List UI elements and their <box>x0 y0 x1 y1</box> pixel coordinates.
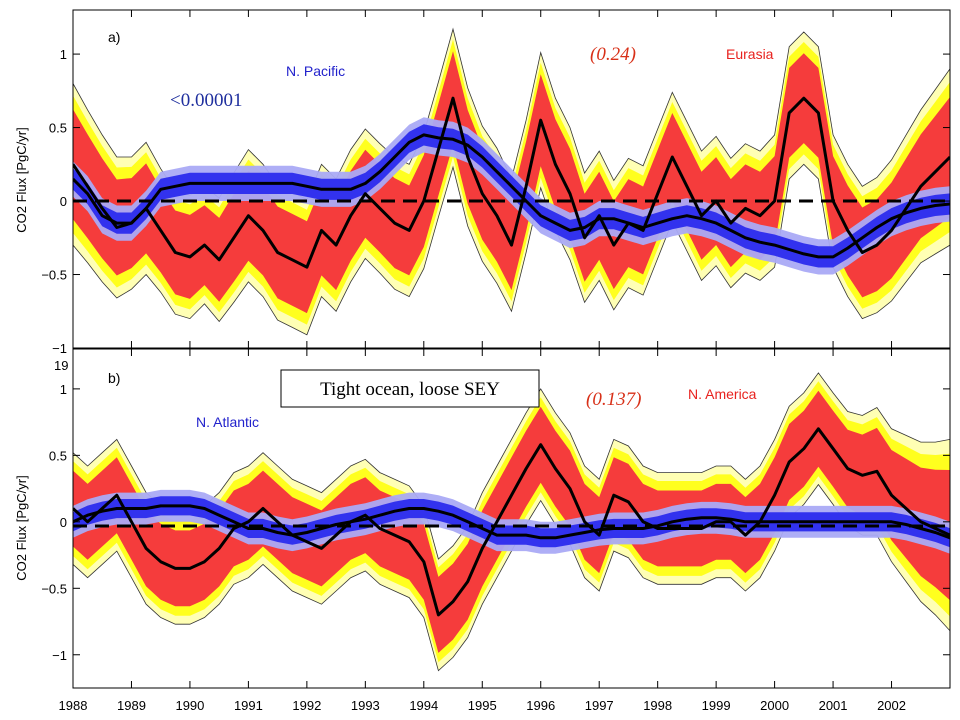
y-tick-label: 1 <box>60 47 67 62</box>
panel-b: 1 0.5 0 −0.5 −1 1988 1989 1990 1991 1992 1993 1994… <box>14 348 951 713</box>
x-tick-label: 2002 <box>877 698 906 713</box>
panel-b-land-pvalue: (0.137) <box>586 389 641 410</box>
y-tick-label: 0 <box>60 194 67 209</box>
panel-a-land-pvalue: (0.24) <box>590 44 636 65</box>
x-tick-label: 1997 <box>585 698 614 713</box>
y-tick-label: −1 <box>52 648 67 663</box>
panel-b-frame <box>72 348 951 689</box>
x-tick-label: 1995 <box>468 698 497 713</box>
panel-b-mean-lines <box>73 427 950 617</box>
y-tick-label: −0.5 <box>41 268 67 283</box>
panel-b-land-legend: N. America <box>688 386 757 402</box>
panel-a-land-legend: Eurasia <box>726 46 774 62</box>
panel-a-mean-lines <box>73 96 950 269</box>
x-tick-label: 1990 <box>175 698 204 713</box>
x-tick-label: 2000 <box>760 698 789 713</box>
x-tick-label: 1991 <box>234 698 263 713</box>
panel-b-label: b) <box>108 370 120 386</box>
y-tick-label: −0.5 <box>41 581 67 596</box>
x-tick-label: 1993 <box>351 698 380 713</box>
x-tick-label: 1996 <box>526 698 555 713</box>
panel-b-y-ticks: 1 0.5 0 −0.5 −1 <box>41 382 950 663</box>
panel-a-label: a) <box>108 29 120 45</box>
x-tick-label: 1989 <box>117 698 146 713</box>
x-tick-label: 1988 <box>59 698 88 713</box>
x-tick-label: 1998 <box>643 698 672 713</box>
panel-a-y-ticks: 1 0.5 0 −0.5 −1 <box>41 10 950 356</box>
y-tick-label: 0 <box>60 515 67 530</box>
panel-a: 1 0.5 0 −0.5 −1 CO2 Flux [PgC/yr] a) N. Paci… <box>14 9 951 356</box>
stray-tick-fragment: 19 <box>54 358 68 373</box>
n-america-mean-line <box>73 427 950 617</box>
y-tick-label: 1 <box>60 382 67 397</box>
n-pacific-mean-line <box>73 133 950 259</box>
annotation-box <box>280 369 540 408</box>
panel-b-y-axis-label: CO2 Flux [PgC/yr] <box>14 475 29 580</box>
x-tick-label: 1994 <box>409 698 438 713</box>
x-tick-label: 2001 <box>819 698 848 713</box>
panel-a-ocean-legend: N. Pacific <box>286 63 345 79</box>
n-atlantic-mean-line <box>73 504 950 540</box>
x-tick-label: 1999 <box>702 698 731 713</box>
panel-a-frame <box>72 9 951 349</box>
y-tick-label: −1 <box>52 341 67 356</box>
panel-a-y-axis-label: CO2 Flux [PgC/yr] <box>14 127 29 232</box>
eurasia-mean-line <box>73 96 950 269</box>
panel-b-x-ticks: 1988 1989 1990 1991 1992 1993 1994 1995 1996 1997… <box>59 349 906 713</box>
panel-a-ocean-pvalue: <0.00001 <box>170 90 242 111</box>
y-tick-label: 0.5 <box>49 448 67 463</box>
x-tick-label: 1992 <box>292 698 321 713</box>
panel-b-ocean-legend: N. Atlantic <box>196 414 259 430</box>
y-tick-label: 0.5 <box>49 121 67 136</box>
annotation-box-text: Tight ocean, loose SEY <box>320 379 500 400</box>
